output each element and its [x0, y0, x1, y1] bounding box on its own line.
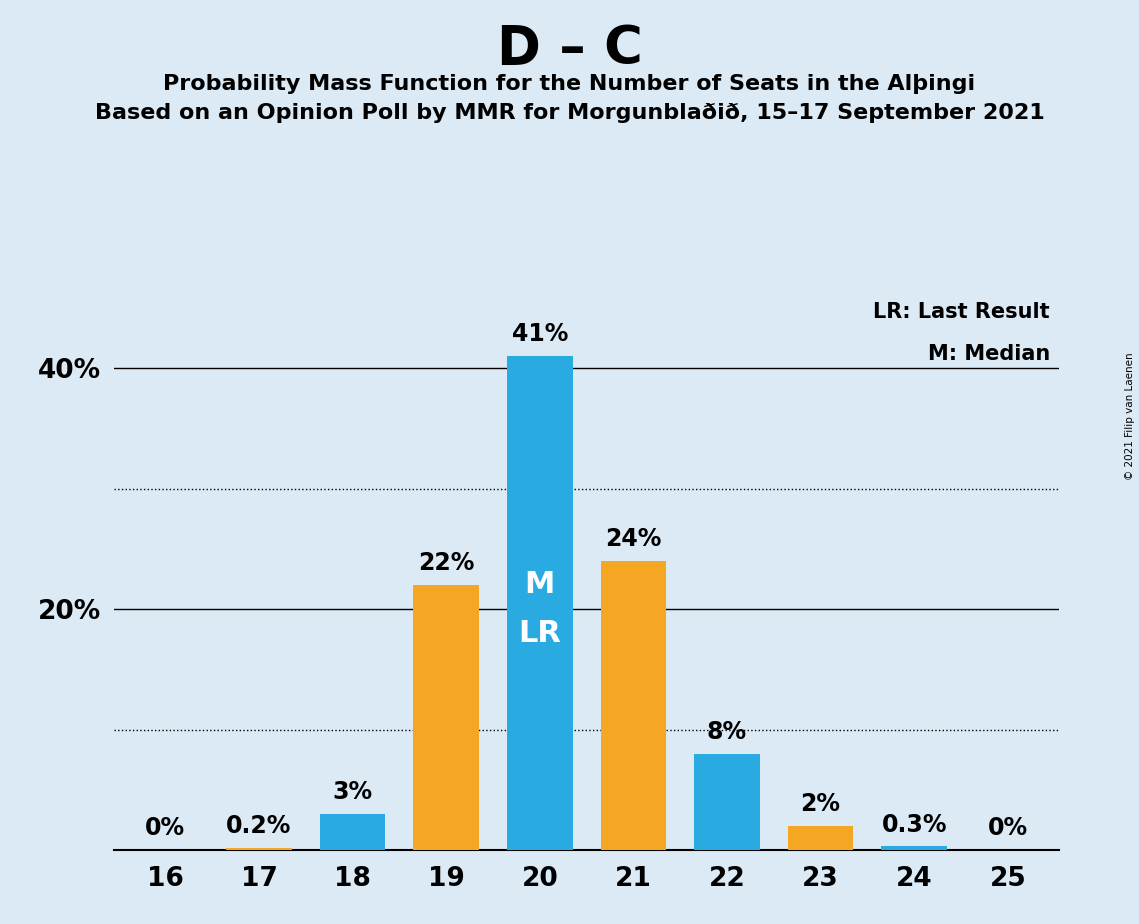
Bar	[882, 846, 947, 850]
Text: © 2021 Filip van Laenen: © 2021 Filip van Laenen	[1125, 352, 1134, 480]
Text: LR: Last Result: LR: Last Result	[874, 302, 1050, 322]
Text: 0.2%: 0.2%	[227, 814, 292, 838]
Text: LR: LR	[518, 619, 562, 648]
Text: 2%: 2%	[801, 793, 841, 816]
Bar	[788, 826, 853, 850]
Text: 0%: 0%	[988, 817, 1027, 841]
Text: 0%: 0%	[146, 817, 186, 841]
Bar	[413, 585, 478, 850]
Bar	[320, 814, 385, 850]
Bar	[227, 847, 292, 850]
Text: 8%: 8%	[707, 720, 747, 744]
Text: 0.3%: 0.3%	[882, 813, 947, 837]
Text: 22%: 22%	[418, 552, 474, 576]
Text: Probability Mass Function for the Number of Seats in the Alþingi: Probability Mass Function for the Number…	[163, 74, 976, 94]
Text: 24%: 24%	[605, 528, 662, 552]
Bar	[507, 356, 573, 850]
Bar	[695, 754, 760, 850]
Text: M: M	[525, 570, 555, 600]
Bar	[600, 561, 666, 850]
Text: D – C: D – C	[497, 23, 642, 75]
Text: 3%: 3%	[333, 780, 372, 804]
Text: Based on an Opinion Poll by MMR for Morgunblaðið, 15–17 September 2021: Based on an Opinion Poll by MMR for Morg…	[95, 103, 1044, 124]
Text: 41%: 41%	[511, 322, 568, 346]
Text: M: Median: M: Median	[927, 344, 1050, 364]
